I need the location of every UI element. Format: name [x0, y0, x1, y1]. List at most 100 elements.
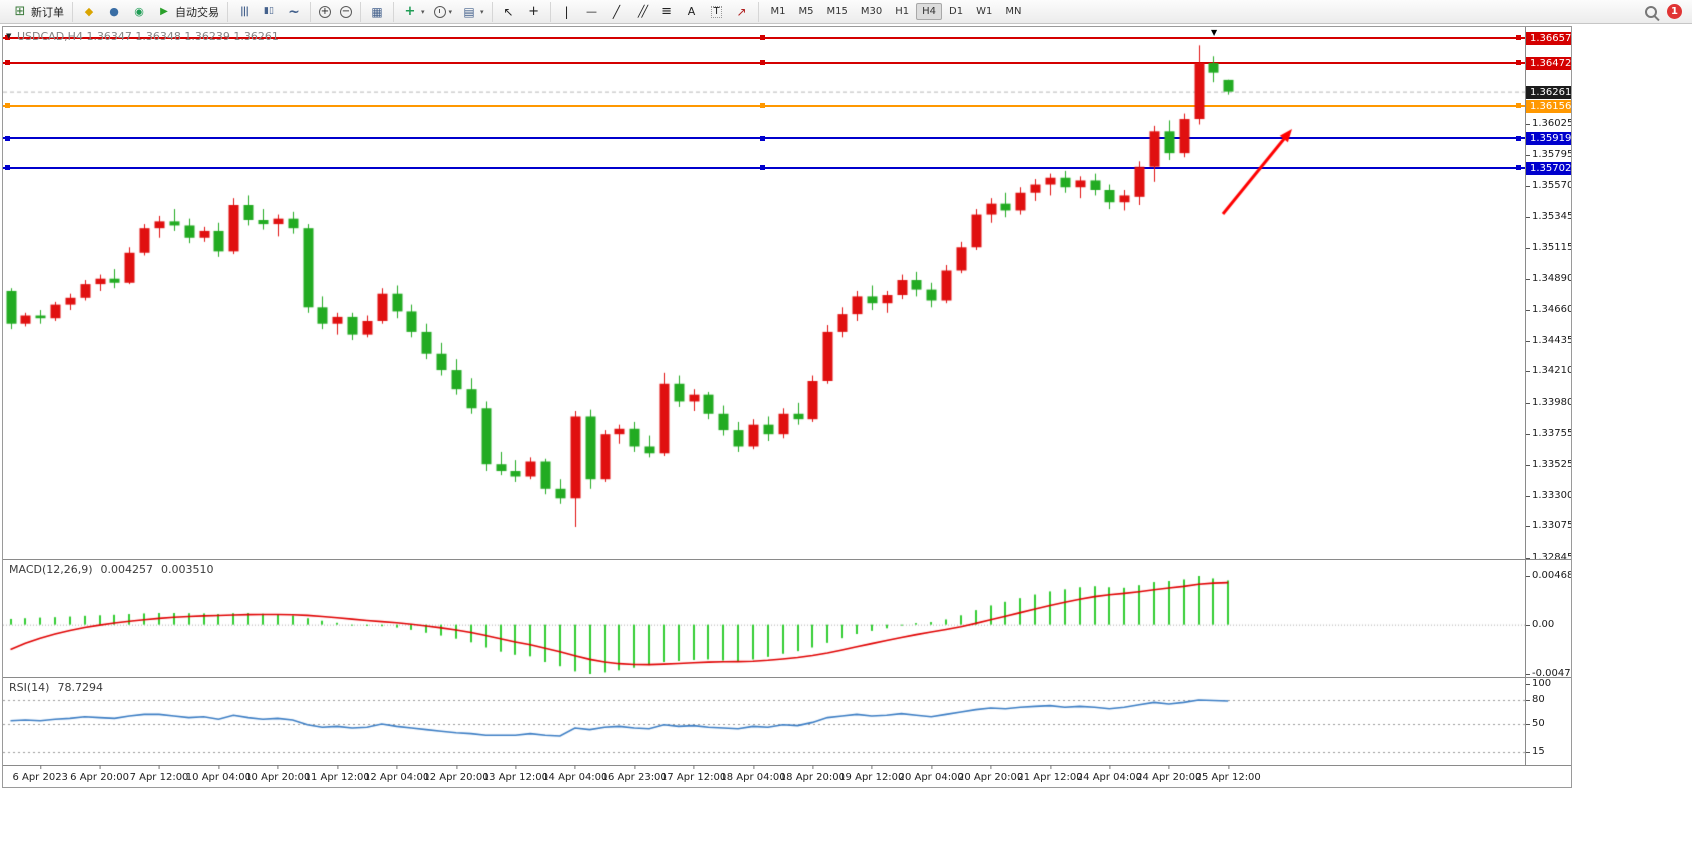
candle-chart-button[interactable]: [257, 3, 281, 21]
crosshair-button[interactable]: [522, 3, 546, 21]
timeframe-d1-button[interactable]: D1: [949, 6, 964, 17]
channel-icon: [634, 5, 650, 19]
macd-axis-tick: -0.004752: [1525, 668, 1571, 680]
time-axis-tick: 24 Apr 04:00: [1076, 765, 1142, 783]
rsi-axis-tick: 80: [1526, 694, 1545, 705]
timeframe-m5-button[interactable]: M5: [798, 6, 814, 17]
timeframe-h4-button[interactable]: H4: [916, 3, 943, 20]
rsi-canvas[interactable]: [3, 678, 1525, 765]
rsi-pane-separator[interactable]: [3, 677, 1571, 678]
trendline-button[interactable]: [605, 3, 629, 21]
time-axis-tick: 12 Apr 04:00: [363, 765, 430, 783]
dropdown-caret-icon: ▾: [480, 7, 484, 16]
price-axis-tick: 1.35345: [1525, 210, 1572, 222]
arrows-button[interactable]: [730, 3, 754, 21]
market-watch-icon: [106, 5, 122, 19]
time-axis-tick: 6 Apr 2023: [12, 765, 68, 783]
community-button[interactable]: [127, 3, 151, 21]
chart-symbol-header: USDCAD,H4 1.36347 1.36348 1.36239 1.3626…: [17, 30, 279, 43]
text-label-icon: [709, 5, 725, 19]
notification-badge[interactable]: 1: [1667, 4, 1682, 19]
zoom-in-button[interactable]: [315, 3, 335, 21]
price-label-support-2: 1.35702: [1526, 161, 1571, 175]
time-axis-tick: 24 Apr 20:00: [1136, 765, 1202, 783]
templates-icon: [461, 5, 477, 19]
toolbar-group: 自动交易: [73, 1, 228, 22]
crosshair-icon: [526, 5, 542, 19]
time-axis-tick: 18 Apr 04:00: [720, 765, 786, 783]
chart-expander-icon[interactable]: ▼: [6, 32, 12, 40]
timeframe-mn-button[interactable]: MN: [1005, 6, 1022, 17]
text-button[interactable]: [680, 3, 704, 21]
time-axis-tick: 12 Apr 20:00: [423, 765, 489, 783]
price-axis-tick: 1.33075: [1525, 520, 1572, 532]
current-price-label: 1.36261: [1526, 85, 1571, 99]
time-axis-tick: 20 Apr 04:00: [898, 765, 964, 783]
price-axis-tick: 1.34890: [1525, 272, 1572, 284]
alerts-button[interactable]: [77, 3, 101, 21]
zoom-in-icon: [319, 5, 331, 18]
toolbar-group: [551, 1, 759, 22]
time-axis-tick: 25 Apr 12:00: [1195, 765, 1261, 783]
macd-signal-value: 0.003510: [161, 563, 214, 576]
macd-canvas[interactable]: [3, 560, 1525, 677]
periods-button[interactable]: ▾: [430, 3, 457, 21]
indicators-button[interactable]: ▾: [398, 3, 429, 21]
cursor-icon: [501, 5, 517, 19]
price-axis-tick: 1.34435: [1525, 334, 1572, 346]
equidistant-channel-button[interactable]: [630, 3, 654, 21]
timeframe-w1-button[interactable]: W1: [976, 6, 993, 17]
cursor-button[interactable]: [497, 3, 521, 21]
new-order-button[interactable]: 新订单: [8, 3, 68, 21]
zoom-out-button[interactable]: [336, 3, 356, 21]
time-axis[interactable]: 6 Apr 2023 6 Apr 20:00 7 Apr 12:00 10 Apr 0…: [3, 765, 1571, 787]
toolbar-group: [311, 1, 361, 22]
price-chart-canvas[interactable]: [3, 27, 1525, 559]
vline-icon: [559, 5, 575, 19]
time-axis-tick: 10 Apr 04:00: [185, 765, 251, 783]
rsi-axis-tick: 15: [1526, 746, 1545, 757]
vertical-line-button[interactable]: [555, 3, 579, 21]
search-icon[interactable]: [1645, 5, 1657, 18]
timeframe-h1-button[interactable]: H1: [895, 6, 910, 17]
price-axis-tick: 1.35115: [1525, 241, 1572, 253]
price-label-resistance-1: 1.36657: [1526, 31, 1571, 45]
macd-pane: MACD(12,26,9) 0.004257 0.003510: [3, 560, 1525, 677]
timeframe-toolbar: M1 M5 M15 M30 H1 H4 D1 W1 MN: [761, 2, 1032, 22]
tile-windows-button[interactable]: [365, 3, 389, 21]
text-label-button[interactable]: [705, 3, 729, 21]
horizontal-line-button[interactable]: [580, 3, 604, 21]
templates-button[interactable]: ▾: [457, 3, 488, 21]
tile-windows-icon: [369, 5, 385, 19]
timeframe-m1-button[interactable]: M1: [770, 6, 786, 17]
time-axis-tick: 14 Apr 04:00: [542, 765, 608, 783]
toolbar-group: [361, 1, 394, 22]
macd-title: MACD(12,26,9): [9, 563, 93, 576]
autotrading-button[interactable]: 自动交易: [152, 3, 223, 21]
time-axis-tick: 19 Apr 12:00: [839, 765, 905, 783]
fibonacci-button[interactable]: [655, 3, 679, 21]
macd-pane-separator[interactable]: [3, 559, 1571, 560]
dropdown-caret-icon: ▾: [448, 7, 453, 16]
price-scale[interactable]: 1.36657 1.36472 1.36156 1.35919 1.35702 1.362…: [1525, 27, 1572, 765]
market-watch-button[interactable]: [102, 3, 126, 21]
bar-chart-button[interactable]: [232, 3, 256, 21]
bar-chart-icon: [236, 5, 252, 19]
macd-label: MACD(12,26,9) 0.004257 0.003510: [9, 563, 214, 576]
line-chart-button[interactable]: [282, 3, 306, 21]
time-axis-tick: 16 Apr 23:00: [601, 765, 667, 783]
timeframe-m30-button[interactable]: M30: [860, 6, 883, 17]
price-axis-tick: 1.35795: [1525, 149, 1572, 161]
candle-chart-icon: [261, 5, 277, 19]
main-chart-pane: ▼ USDCAD,H4 1.36347 1.36348 1.36239 1.36…: [3, 27, 1525, 559]
rsi-pane: RSI(14) 78.7294: [3, 678, 1525, 765]
new-order-icon: [12, 5, 28, 19]
price-axis-tick: 1.34660: [1525, 304, 1572, 316]
timeframe-m15-button[interactable]: M15: [826, 6, 848, 17]
main-toolbar: 新订单 自动交易 ▾ ▾ ▾ M1 M5 M15 M30 H1 H4 D1 W1 MN 1: [0, 0, 1692, 24]
toolbar-group: 新订单: [4, 1, 73, 22]
rsi-title: RSI(14): [9, 681, 50, 694]
community-icon: [131, 5, 147, 19]
toolbar-group: ▾ ▾ ▾: [394, 1, 493, 22]
